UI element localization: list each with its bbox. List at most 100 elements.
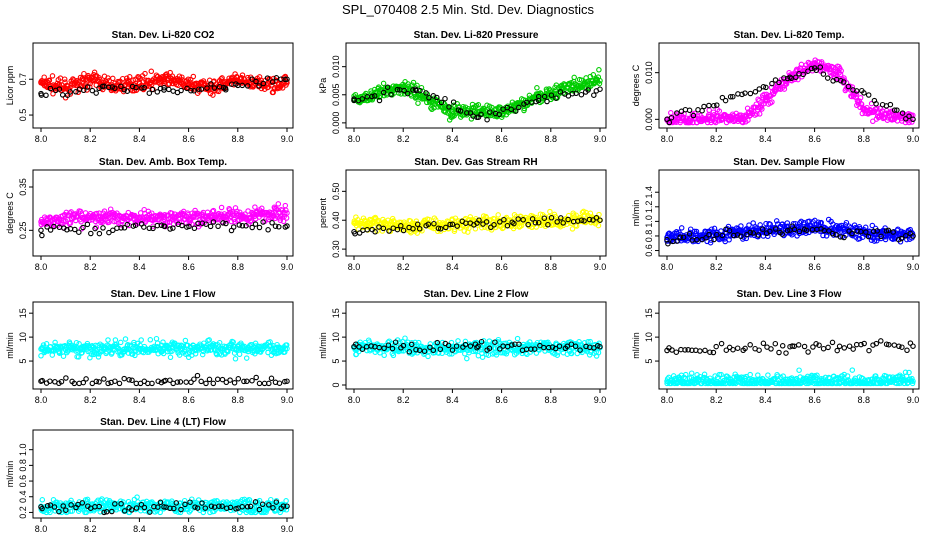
panel-title: Stan. Dev. Amb. Box Temp. [99,157,227,168]
data-point [351,229,357,235]
data-point [43,92,49,99]
data-point [829,339,836,346]
data-point [569,226,576,232]
data-point [218,204,225,211]
data-point [169,210,175,216]
x-tick-label: 8.2 [84,395,97,405]
data-point [376,94,383,101]
data-point [850,346,856,352]
data-point [747,371,753,378]
data-point [677,231,684,238]
data-point [198,86,205,92]
data-point [253,78,259,85]
data-point [260,219,266,225]
data-point [855,101,862,107]
data-point [585,87,591,93]
plot-frame [32,42,294,129]
panel-title: Stan. Dev. Line 3 Flow [737,289,842,300]
x-tick-label: 8.8 [232,134,245,144]
x-tick-label: 8.2 [710,262,723,272]
data-point [269,220,275,226]
data-point [520,217,526,223]
data-point [106,219,112,225]
data-point [414,230,421,236]
data-point [118,83,124,90]
data-point [699,107,705,114]
x-tick-label: 8.2 [710,134,723,144]
y-tick-label: 10 [331,332,341,342]
data-point [282,210,288,216]
data-point [265,227,271,233]
x-tick-label: 8.0 [661,134,674,144]
x-tick-label: 8.4 [446,134,459,144]
y-tick-label: 0.010 [331,55,341,78]
data-point [711,236,717,243]
data-point [407,86,413,93]
data-point [756,347,762,353]
data-point [223,220,229,227]
data-point [351,220,357,226]
data-point [206,376,213,383]
y-tick-label: 0.4 [18,490,28,503]
data-point [747,90,754,97]
data-point [722,97,729,104]
data-point [800,71,806,78]
x-tick-label: 8.0 [661,262,674,272]
data-point [80,224,86,231]
data-point [511,220,517,227]
data-point [702,347,708,354]
data-point [44,224,50,230]
x-tick-label: 8.2 [710,395,723,405]
data-point [187,76,194,83]
data-point [268,375,275,382]
data-point [227,377,233,383]
data-point [100,225,106,231]
y-tick-label: 0.2 [18,506,28,519]
data-point [425,353,431,360]
data-point [497,219,503,225]
data-point [124,221,131,228]
data-point [548,89,554,95]
data-point [597,86,603,92]
data-point [282,202,289,209]
data-point [160,217,166,224]
data-point [149,86,156,93]
data-point [820,232,826,239]
data-point [67,210,73,216]
x-tick-label: 9.0 [907,395,920,405]
data-point [41,74,47,80]
x-tick-label: 8.8 [858,395,871,405]
data-point [76,229,82,235]
plot-frame [658,169,920,257]
data-point [147,337,154,343]
data-point [861,107,867,113]
data-point [836,69,842,76]
data-point [449,221,456,228]
data-point [504,222,511,229]
data-point [167,226,173,232]
data-point [112,85,118,92]
data-point [887,101,894,108]
data-point [249,224,255,231]
data-point [384,84,391,90]
data-point [544,98,550,105]
data-point [668,114,675,121]
data-point [124,88,131,94]
data-point [170,225,176,231]
data-point [532,219,539,226]
data-point [760,84,767,90]
data-point [772,340,779,347]
data-point [222,85,229,91]
data-point [548,215,555,221]
y-tick-label: 15 [18,308,28,318]
data-point [806,218,813,224]
data-point [150,225,156,232]
data-point [269,82,275,88]
data-point [474,114,480,121]
data-point [191,376,197,382]
data-point [573,90,579,97]
data-point [369,93,375,100]
data-point [59,92,66,98]
panel-title: Stan. Dev. Line 1 Flow [111,289,216,300]
data-point [256,224,263,231]
